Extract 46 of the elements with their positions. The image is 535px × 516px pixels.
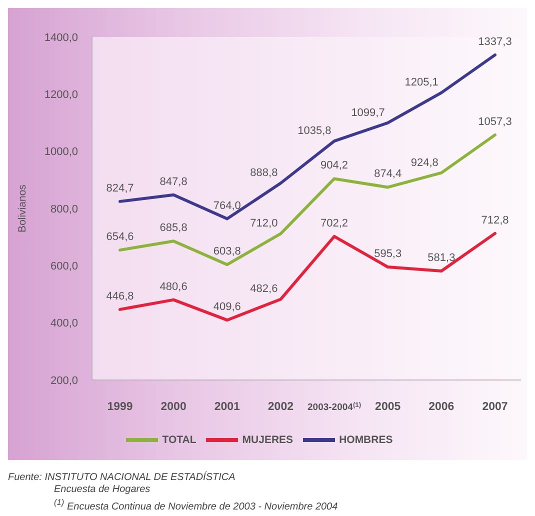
data-label: 595,3 (374, 248, 402, 260)
legend-label: HOMBRES (339, 434, 393, 446)
y-tick-label: 1400,0 (44, 32, 78, 44)
data-label: 603,8 (213, 246, 241, 258)
y-axis-title: Bolivianos (16, 184, 29, 232)
x-tick-label: 2006 (428, 401, 454, 413)
data-label: 482,6 (250, 283, 278, 296)
data-label: 904,2 (320, 160, 348, 172)
source-note: Fuente: INSTITUTO NACIONAL DE ESTADÍSTICA (8, 472, 236, 484)
data-label: 847,8 (160, 176, 188, 188)
data-label: 702,2 (320, 217, 348, 230)
y-tick-label: 800,0 (50, 203, 78, 216)
x-tick-label: 1999 (107, 401, 133, 413)
data-label: 685,8 (160, 222, 188, 234)
data-label: 824,7 (106, 182, 134, 194)
y-tick-label: 1000,0 (44, 146, 78, 158)
data-label: 654,6 (106, 231, 134, 244)
y-tick-label: 200,0 (50, 374, 78, 387)
data-label: 1099,7 (351, 106, 385, 119)
x-tick-label: 2002 (268, 401, 294, 413)
x-tick-label: 2000 (160, 401, 186, 413)
x-tick-label: 2005 (375, 401, 402, 413)
data-label: 480,6 (160, 280, 188, 293)
legend-label: MUJERES (242, 434, 294, 446)
data-label: 712,0 (250, 218, 278, 230)
data-label: 924,8 (410, 156, 438, 169)
data-label: 712,8 (481, 214, 509, 226)
data-label: 409,6 (213, 301, 241, 314)
text: $^{(1)}$ Encuesta Continua de Noviembre de 2003 - Noviembre 2004 (53, 496, 339, 514)
data-label: 764,0 (213, 200, 241, 212)
data-label: 581,3 (428, 252, 456, 264)
x-tick-label: 2003-2004$^{(1)}$ (308, 402, 362, 413)
data-label: 874,4 (374, 168, 402, 180)
y-tick-label: 1200,0 (44, 89, 78, 102)
text: Encuesta de Hogares (53, 484, 152, 496)
data-label: 1205,1 (404, 76, 438, 89)
data-label: 1057,3 (478, 116, 512, 128)
data-label: 1337,3 (478, 36, 512, 48)
data-label: 888,8 (250, 167, 278, 180)
data-label: 1035,8 (298, 125, 332, 138)
data-label: 446,8 (106, 290, 134, 302)
y-tick-label: 600,0 (50, 260, 78, 273)
legend-label: TOTAL (162, 434, 196, 446)
y-tick-label: 400,0 (50, 318, 78, 330)
x-tick-label: 2001 (214, 401, 241, 413)
x-tick-label: 2007 (482, 401, 508, 413)
